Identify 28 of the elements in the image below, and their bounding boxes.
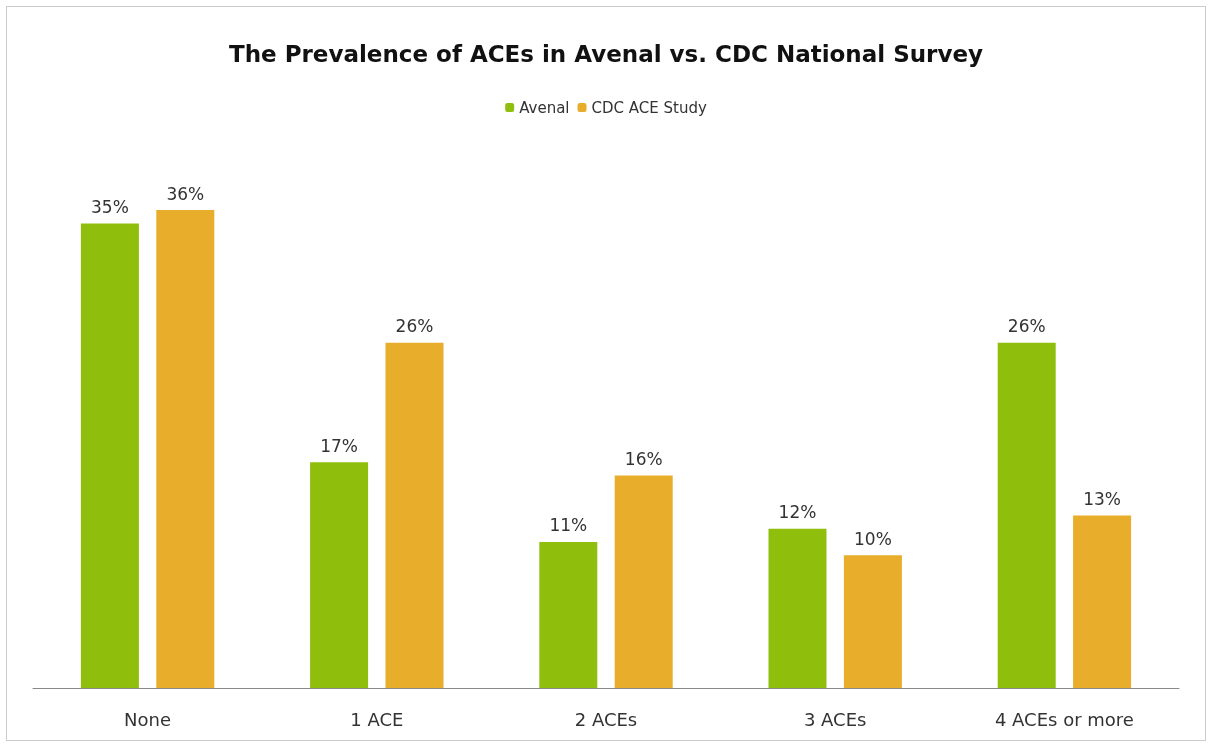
data-label: 10% xyxy=(854,528,892,549)
x-tick-label: 2 ACEs xyxy=(574,708,638,730)
bar xyxy=(1073,515,1132,688)
bar xyxy=(385,342,444,688)
bar xyxy=(614,475,673,688)
data-label: 26% xyxy=(1007,316,1046,337)
bar xyxy=(768,528,827,688)
bar xyxy=(843,555,902,688)
x-tick-label: 3 ACEs xyxy=(803,708,867,730)
bar xyxy=(80,223,139,688)
legend-label: Avenal xyxy=(519,98,570,117)
data-label: 13% xyxy=(1083,488,1121,509)
legend-label: CDC ACE Study xyxy=(591,98,707,117)
data-label: 36% xyxy=(166,183,205,204)
data-label: 35% xyxy=(91,196,129,217)
data-label: 11% xyxy=(549,515,588,536)
data-label: 12% xyxy=(778,502,817,523)
bar xyxy=(539,541,598,688)
data-label: 16% xyxy=(624,449,663,470)
x-tick-label: None xyxy=(124,708,172,730)
data-label: 26% xyxy=(395,316,434,337)
bar xyxy=(310,462,369,688)
chart-title: The Prevalence of ACEs in Avenal vs. CDC National Survey xyxy=(229,40,983,67)
bar xyxy=(156,210,215,688)
data-label: 17% xyxy=(320,435,358,456)
x-tick-label: 4 ACEs or more xyxy=(994,708,1134,730)
bar xyxy=(997,342,1056,688)
x-tick-label: 1 ACE xyxy=(350,708,404,730)
